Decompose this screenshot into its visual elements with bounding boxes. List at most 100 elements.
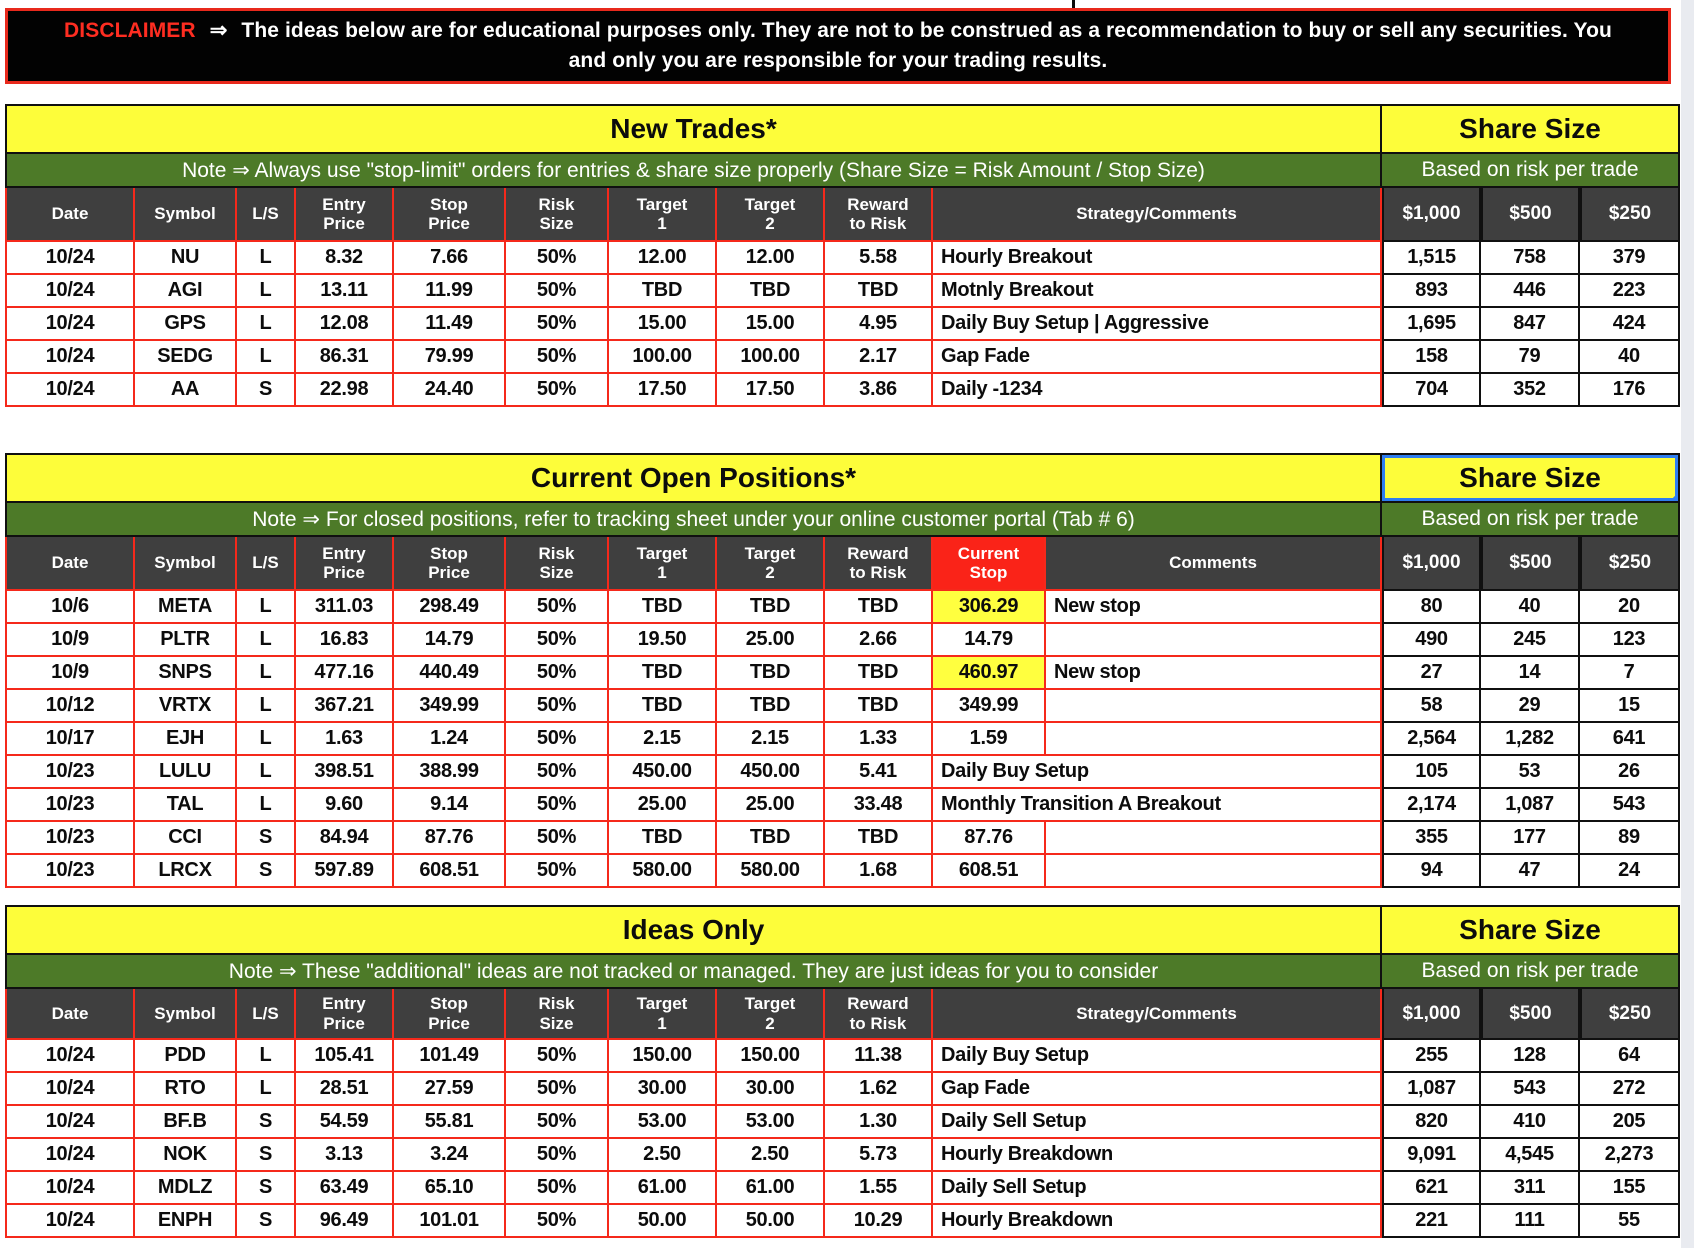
cell-symbol[interactable]: AGI (135, 275, 237, 308)
cell-share-1000[interactable]: 893 (1382, 275, 1481, 308)
cell-date[interactable]: 10/6 (5, 591, 135, 624)
cell-t1[interactable]: TBD (609, 591, 717, 624)
header-risk[interactable]: Risk Size (506, 989, 609, 1040)
cell-symbol[interactable]: GPS (135, 308, 237, 341)
cell-ls[interactable]: L (237, 756, 296, 789)
cell-share-1000[interactable]: 704 (1382, 374, 1481, 407)
cell-t1[interactable]: 61.00 (609, 1172, 717, 1205)
cell-ls[interactable]: S (237, 822, 296, 855)
cell-share-250[interactable]: 272 (1580, 1073, 1680, 1106)
cell-entry[interactable]: 22.98 (296, 374, 394, 407)
cell-risk[interactable]: 50% (506, 1040, 609, 1073)
cell-t1[interactable]: 2.15 (609, 723, 717, 756)
cell-comment[interactable] (1046, 690, 1382, 723)
cell-ls[interactable]: L (237, 341, 296, 374)
cell-t2[interactable]: 2.50 (717, 1139, 825, 1172)
header-ls[interactable]: L/S (237, 537, 296, 591)
cell-rr[interactable]: TBD (825, 591, 933, 624)
cell-strategy[interactable]: Daily -1234 (933, 374, 1382, 407)
cell-share-250[interactable]: 2,273 (1580, 1139, 1680, 1172)
cell-stop[interactable]: 101.01 (394, 1205, 506, 1238)
header-date[interactable]: Date (5, 537, 135, 591)
cell-date[interactable]: 10/23 (5, 822, 135, 855)
header-entry[interactable]: Entry Price (296, 188, 394, 242)
header-share-amount[interactable]: $250 (1580, 989, 1680, 1040)
cell-cstop[interactable]: 460.97 (933, 657, 1046, 690)
cell-t1[interactable]: 30.00 (609, 1073, 717, 1106)
cell-share-1000[interactable]: 490 (1382, 624, 1481, 657)
cell-share-500[interactable]: 177 (1481, 822, 1580, 855)
cell-date[interactable]: 10/24 (5, 1073, 135, 1106)
cell-entry[interactable]: 96.49 (296, 1205, 394, 1238)
cell-share-250[interactable]: 543 (1580, 789, 1680, 822)
cell-rr[interactable]: 1.68 (825, 855, 933, 888)
share-size-subtitle[interactable]: Based on risk per trade (1382, 154, 1680, 188)
cell-share-500[interactable]: 245 (1481, 624, 1580, 657)
cell-t2[interactable]: 25.00 (717, 789, 825, 822)
cell-ls[interactable]: L (237, 275, 296, 308)
cell-entry[interactable]: 9.60 (296, 789, 394, 822)
cell-risk[interactable]: 50% (506, 822, 609, 855)
header-t1[interactable]: Target 1 (609, 989, 717, 1040)
cell-date[interactable]: 10/23 (5, 855, 135, 888)
cell-ls[interactable]: L (237, 1073, 296, 1106)
cell-t1[interactable]: 450.00 (609, 756, 717, 789)
cell-comment[interactable]: New stop (1046, 591, 1382, 624)
cell-ls[interactable]: L (237, 690, 296, 723)
cell-stop[interactable]: 87.76 (394, 822, 506, 855)
cell-stop[interactable]: 55.81 (394, 1106, 506, 1139)
cell-risk[interactable]: 50% (506, 275, 609, 308)
cell-share-500[interactable]: 758 (1481, 242, 1580, 275)
cell-t2[interactable]: 53.00 (717, 1106, 825, 1139)
header-comment[interactable]: Comments (1046, 537, 1382, 591)
cell-risk[interactable]: 50% (506, 657, 609, 690)
cell-share-250[interactable]: 89 (1580, 822, 1680, 855)
cell-t2[interactable]: TBD (717, 275, 825, 308)
cell-risk[interactable]: 50% (506, 591, 609, 624)
cell-stop[interactable]: 79.99 (394, 341, 506, 374)
cell-entry[interactable]: 28.51 (296, 1073, 394, 1106)
cell-strategy[interactable]: Hourly Breakdown (933, 1205, 1382, 1238)
cell-t2[interactable]: 2.15 (717, 723, 825, 756)
cell-t1[interactable]: 100.00 (609, 341, 717, 374)
cell-share-500[interactable]: 543 (1481, 1073, 1580, 1106)
header-t1[interactable]: Target 1 (609, 188, 717, 242)
cell-t2[interactable]: 25.00 (717, 624, 825, 657)
cell-share-1000[interactable]: 2,174 (1382, 789, 1481, 822)
cell-risk[interactable]: 50% (506, 1172, 609, 1205)
share-size-title[interactable]: Share Size (1382, 905, 1680, 955)
cell-risk[interactable]: 50% (506, 242, 609, 275)
cell-share-1000[interactable]: 94 (1382, 855, 1481, 888)
cell-share-250[interactable]: 223 (1580, 275, 1680, 308)
cell-share-500[interactable]: 79 (1481, 341, 1580, 374)
cell-t1[interactable]: TBD (609, 657, 717, 690)
cell-t2[interactable]: 150.00 (717, 1040, 825, 1073)
cell-stop[interactable]: 608.51 (394, 855, 506, 888)
cell-strategy[interactable]: Hourly Breakdown (933, 1139, 1382, 1172)
cell-ls[interactable]: S (237, 374, 296, 407)
cell-t1[interactable]: 25.00 (609, 789, 717, 822)
cell-comment[interactable]: Monthly Transition A Breakout (933, 789, 1382, 822)
cell-t1[interactable]: 580.00 (609, 855, 717, 888)
cell-t1[interactable]: 53.00 (609, 1106, 717, 1139)
cell-rr[interactable]: 5.41 (825, 756, 933, 789)
cell-t1[interactable]: 12.00 (609, 242, 717, 275)
header-entry[interactable]: Entry Price (296, 989, 394, 1040)
header-share-amount[interactable]: $1,000 (1382, 989, 1481, 1040)
cell-share-1000[interactable]: 1,695 (1382, 308, 1481, 341)
cell-symbol[interactable]: SEDG (135, 341, 237, 374)
cell-date[interactable]: 10/24 (5, 1139, 135, 1172)
cell-share-250[interactable]: 641 (1580, 723, 1680, 756)
cell-rr[interactable]: 4.95 (825, 308, 933, 341)
cell-date[interactable]: 10/9 (5, 657, 135, 690)
header-rr[interactable]: Reward to Risk (825, 537, 933, 591)
cell-share-1000[interactable]: 27 (1382, 657, 1481, 690)
cell-date[interactable]: 10/23 (5, 789, 135, 822)
cell-t1[interactable]: 19.50 (609, 624, 717, 657)
cell-date[interactable]: 10/24 (5, 1040, 135, 1073)
cell-risk[interactable]: 50% (506, 1073, 609, 1106)
cell-strategy[interactable]: Hourly Breakout (933, 242, 1382, 275)
cell-stop[interactable]: 24.40 (394, 374, 506, 407)
cell-risk[interactable]: 50% (506, 1139, 609, 1172)
cell-share-1000[interactable]: 355 (1382, 822, 1481, 855)
